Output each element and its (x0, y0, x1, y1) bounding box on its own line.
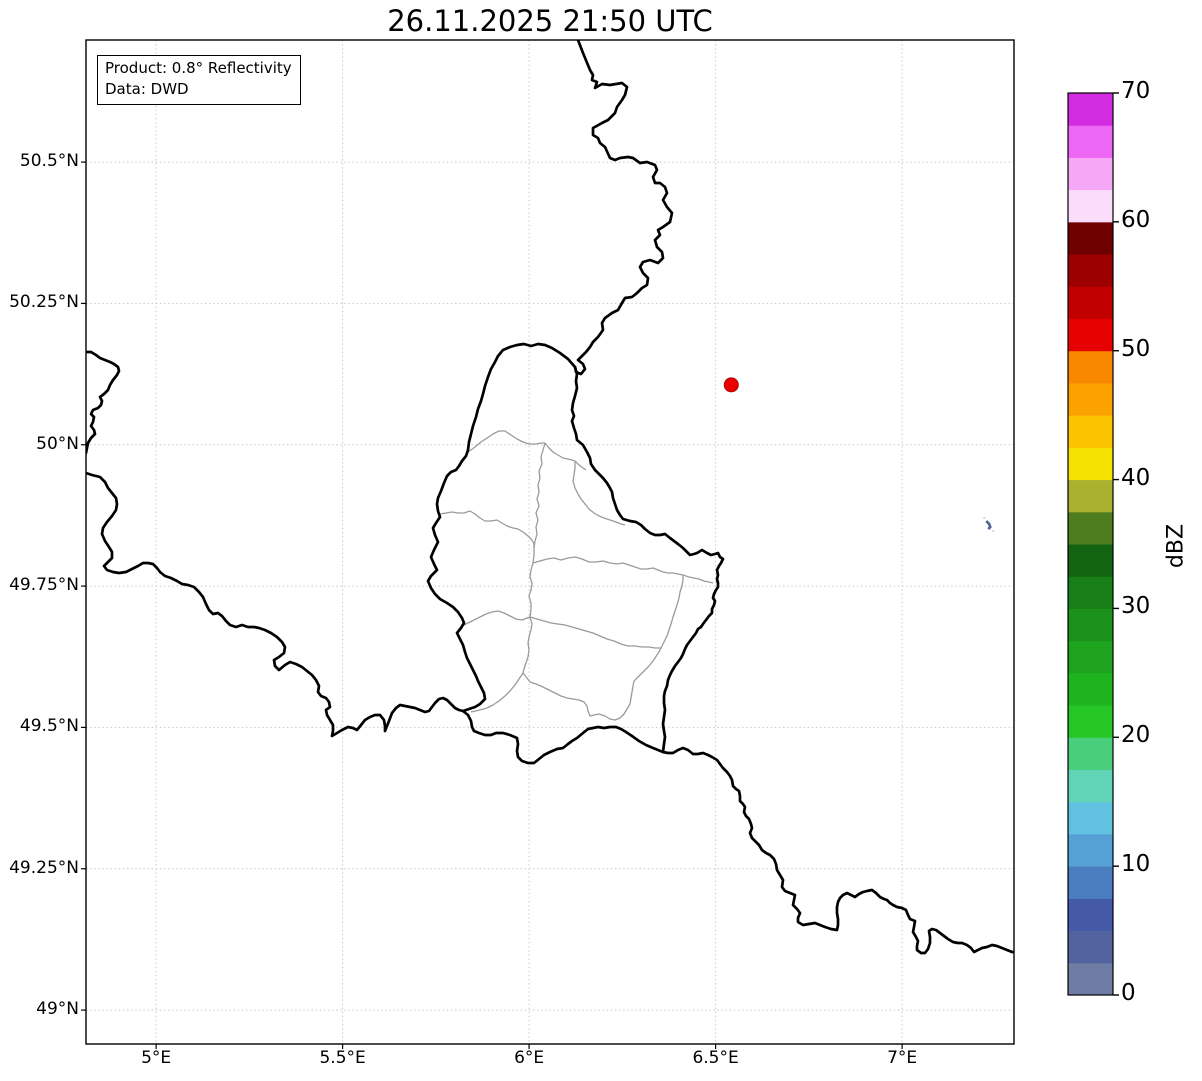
district-border-path (532, 442, 546, 564)
country-border-path (461, 709, 665, 765)
country-border-path (86, 350, 121, 455)
y-tick-label: 50.25°N (9, 292, 79, 313)
colorbar-segment (1068, 737, 1113, 770)
district-border-path (522, 562, 534, 674)
district-border-path (467, 430, 545, 453)
colorbar-segment (1068, 157, 1113, 191)
colorbar-tick-label: 40 (1121, 464, 1151, 491)
y-tick-label: 50.5°N (19, 151, 79, 172)
colorbar-segment (1068, 962, 1113, 996)
district-border-path (470, 672, 524, 713)
product-info-box: Product: 0.8° Reflectivity Data: DWD (97, 55, 301, 105)
country-border-path (86, 471, 465, 738)
colorbar-tick-label: 10 (1121, 851, 1151, 878)
colorbar-segment (1068, 93, 1113, 126)
colorbar-tick-label: 20 (1121, 722, 1151, 749)
district-border-path (522, 672, 635, 721)
colorbar-segment (1068, 415, 1113, 448)
colorbar-segment (1068, 286, 1113, 319)
country-border-path (570, 365, 725, 754)
colorbar-tick-label: 60 (1121, 206, 1151, 233)
colorbar-segment (1068, 866, 1113, 899)
colorbar-segment (1068, 254, 1113, 287)
x-tick-label: 5.5°E (319, 1048, 366, 1068)
district-border-path (532, 556, 714, 584)
radar-echo-faint-pixel (992, 530, 995, 533)
district-border-path (572, 461, 626, 526)
district-border-path (633, 575, 684, 682)
y-tick-label: 49.75°N (9, 575, 79, 596)
y-tick-label: 49.25°N (9, 857, 79, 878)
colorbar-segment (1068, 447, 1113, 481)
district-border-path (544, 442, 576, 462)
country-border-path (426, 342, 577, 713)
colorbar-tick-label: 50 (1121, 335, 1151, 362)
colorbar-segment (1068, 608, 1113, 642)
station-dot-marker (723, 377, 739, 393)
district-border-path (439, 510, 535, 548)
district-border-path (574, 460, 587, 471)
colorbar-segment (1068, 705, 1113, 738)
product-info-line1: Product: 0.8° Reflectivity (105, 59, 292, 77)
figure-title: 26.11.2025 21:50 UTC (387, 4, 713, 38)
colorbar-segment (1068, 511, 1113, 545)
colorbar-segment (1068, 898, 1113, 932)
district-border-path (461, 610, 531, 627)
x-tick-label: 5°E (141, 1048, 172, 1068)
colorbar-segment (1068, 350, 1113, 384)
colorbar-segment (1068, 544, 1113, 577)
y-tick-label: 49°N (36, 999, 79, 1020)
colorbar-segment (1068, 382, 1113, 416)
colorbar-frame (1067, 92, 1114, 996)
colorbar-segment (1068, 672, 1113, 706)
x-tick-label: 7°E (887, 1048, 918, 1068)
x-tick-label: 6°E (514, 1048, 545, 1068)
x-tick-label: 6.5°E (692, 1048, 739, 1068)
colorbar-segment (1068, 576, 1113, 609)
colorbar-segment (1068, 221, 1113, 255)
colorbar-segment (1068, 318, 1113, 352)
y-tick-label: 49.5°N (19, 716, 79, 737)
colorbar-segment (1068, 833, 1113, 867)
radar-echo-speck (985, 520, 992, 530)
colorbar-tick-label: 70 (1121, 78, 1151, 104)
colorbar-tick-label: 30 (1121, 593, 1151, 620)
colorbar-segment (1068, 801, 1113, 835)
colorbar-segment (1068, 930, 1113, 964)
colorbar-segment (1068, 769, 1113, 803)
product-info-line2: Data: DWD (105, 80, 189, 98)
plot-frame (85, 39, 1015, 1045)
colorbar-segment (1068, 640, 1113, 674)
colorbar-segment (1068, 479, 1113, 513)
y-tick-label: 50°N (36, 433, 79, 454)
country-border-path (573, 40, 674, 376)
colorbar-tick-label: 0 (1121, 980, 1136, 1006)
colorbar-segment (1068, 189, 1113, 223)
colorbar-segment (1068, 125, 1113, 158)
country-border-path (661, 746, 1014, 955)
radar-echo-faint-pixel (983, 517, 986, 520)
colorbar-unit-label: dBZ (1163, 523, 1189, 569)
district-border-path (529, 616, 661, 649)
